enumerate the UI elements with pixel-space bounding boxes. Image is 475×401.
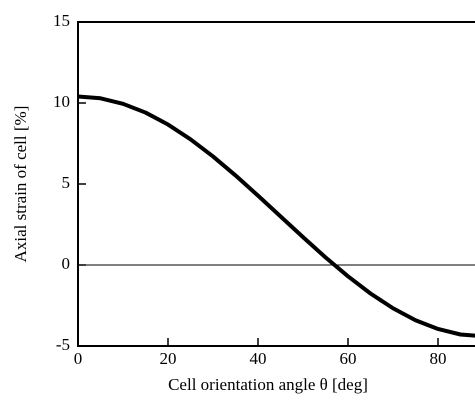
x-tick-label: 20 (160, 349, 177, 368)
y-tick-label: 10 (53, 92, 70, 111)
x-tick-label: 40 (250, 349, 267, 368)
y-axis-label: Axial strain of cell [%] (11, 106, 30, 263)
y-tick-label: 0 (62, 254, 71, 273)
x-axis-label: Cell orientation angle θ [deg] (168, 375, 368, 394)
x-tick-label: 60 (340, 349, 357, 368)
y-tick-label: -5 (56, 335, 70, 354)
x-tick-label: 80 (430, 349, 447, 368)
axes-frame (77, 21, 475, 347)
x-tick-label: 0 (74, 349, 83, 368)
y-tick-label: 15 (53, 11, 70, 30)
y-tick-label: 5 (62, 173, 71, 192)
data-line (77, 94, 475, 338)
